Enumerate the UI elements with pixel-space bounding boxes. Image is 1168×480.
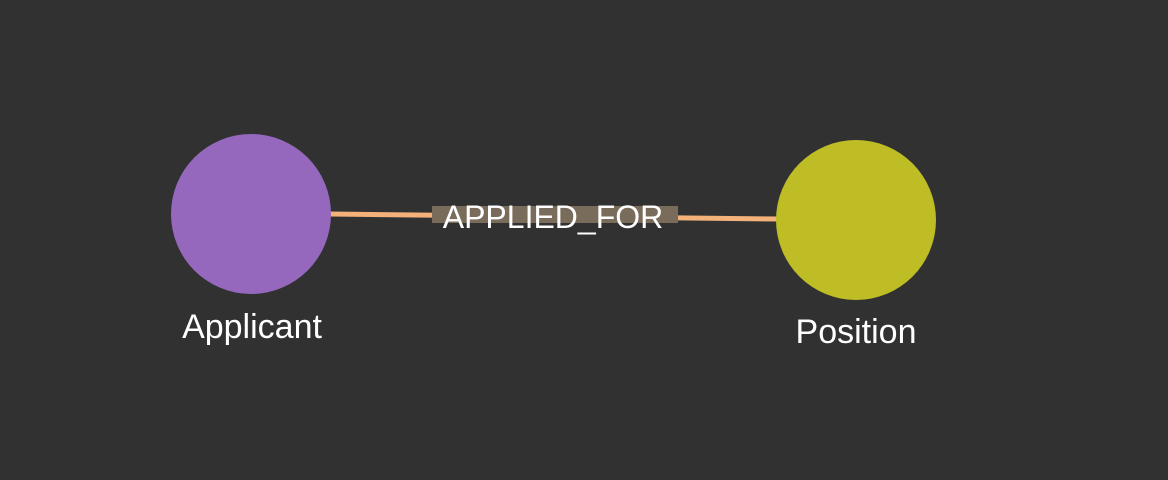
node-label-applicant: Applicant: [182, 308, 322, 346]
node-circle-applicant[interactable]: [171, 134, 331, 294]
node-applicant[interactable]: Applicant: [171, 134, 331, 346]
node-position[interactable]: Position: [776, 140, 936, 351]
edge-label: APPLIED_FOR: [443, 199, 664, 235]
node-circle-position[interactable]: [776, 140, 936, 300]
edge-applied-for[interactable]: APPLIED_FOR: [329, 199, 779, 235]
node-label-position: Position: [796, 313, 917, 351]
edge-label-band: [432, 206, 678, 223]
